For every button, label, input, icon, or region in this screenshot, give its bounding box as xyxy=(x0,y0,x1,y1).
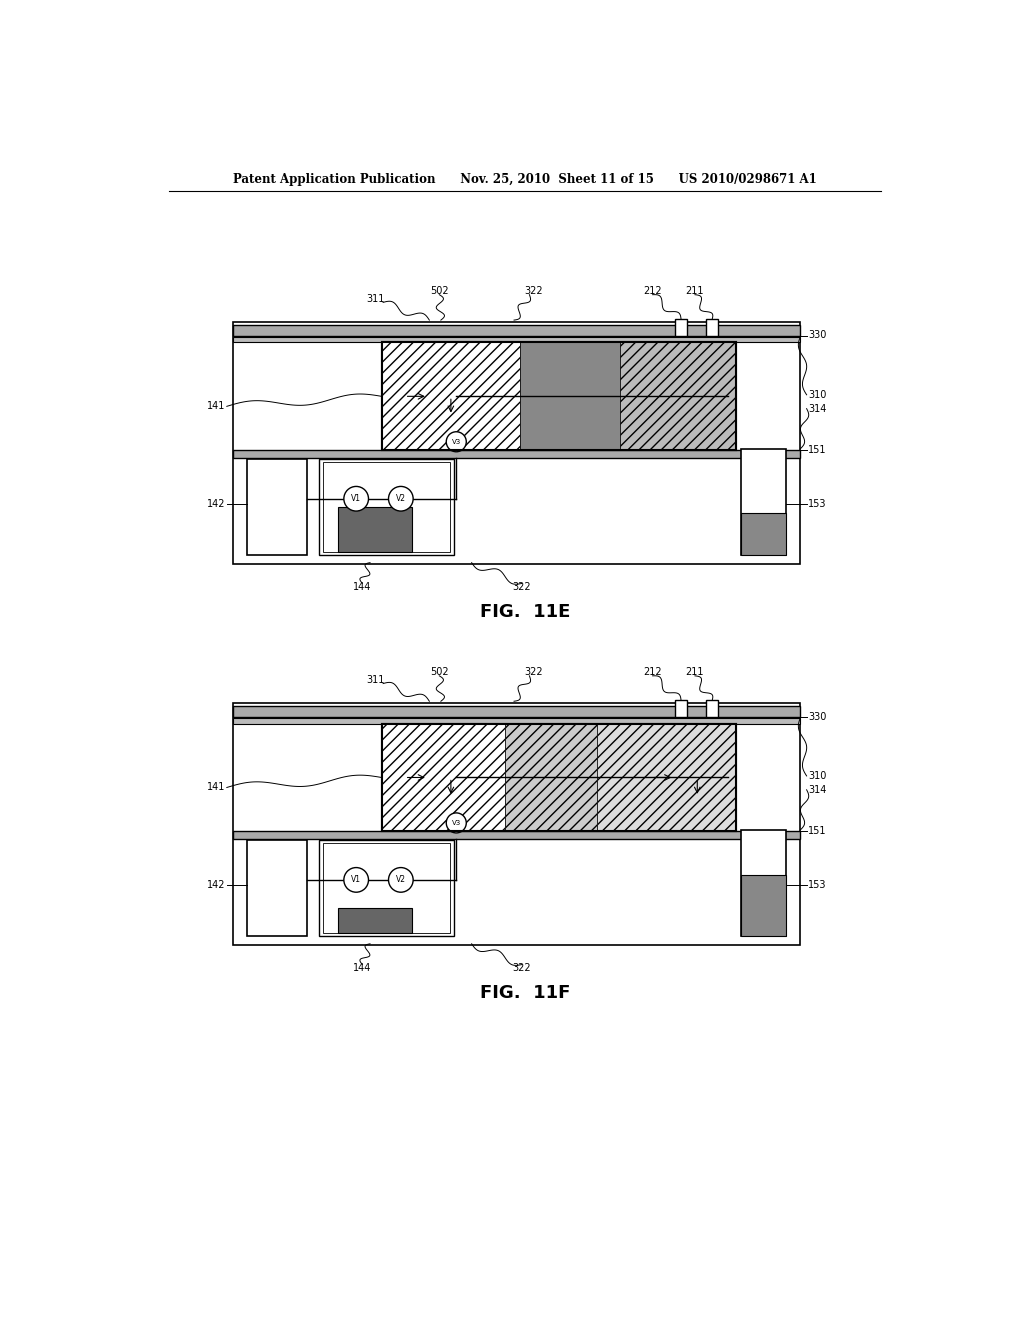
Text: 330: 330 xyxy=(808,711,826,722)
Bar xyxy=(706,700,718,717)
Bar xyxy=(382,342,736,450)
Bar xyxy=(741,830,785,936)
Text: 211: 211 xyxy=(686,667,705,677)
Bar xyxy=(505,723,597,832)
Bar xyxy=(675,700,687,717)
Text: FIG.  11F: FIG. 11F xyxy=(479,985,570,1002)
Text: 212: 212 xyxy=(643,286,662,296)
Text: 314: 314 xyxy=(808,785,826,795)
Text: V1: V1 xyxy=(351,494,361,503)
Bar xyxy=(621,342,736,450)
Bar xyxy=(520,342,621,450)
Bar xyxy=(675,318,687,335)
Text: V3: V3 xyxy=(452,820,461,826)
Text: 314: 314 xyxy=(808,404,826,413)
Circle shape xyxy=(344,867,369,892)
Text: 142: 142 xyxy=(207,499,225,510)
Bar xyxy=(233,718,801,723)
Circle shape xyxy=(446,432,466,451)
Text: 141: 141 xyxy=(207,783,225,792)
Bar xyxy=(382,342,520,450)
Bar xyxy=(382,723,736,832)
Bar xyxy=(741,874,785,936)
Text: 311: 311 xyxy=(367,293,385,304)
Text: 144: 144 xyxy=(353,964,372,973)
Bar xyxy=(233,450,801,458)
Bar xyxy=(382,342,736,450)
Text: 144: 144 xyxy=(353,582,372,593)
Text: Patent Application Publication      Nov. 25, 2010  Sheet 11 of 15      US 2010/0: Patent Application Publication Nov. 25, … xyxy=(232,173,817,186)
Text: 142: 142 xyxy=(207,880,225,890)
Bar xyxy=(319,459,454,554)
Circle shape xyxy=(446,813,466,833)
Text: V2: V2 xyxy=(396,875,406,884)
Text: 330: 330 xyxy=(808,330,826,341)
Text: V3: V3 xyxy=(452,438,461,445)
Text: 310: 310 xyxy=(808,771,826,781)
Bar xyxy=(382,723,736,832)
Bar xyxy=(247,459,307,554)
Bar xyxy=(741,449,785,554)
Bar xyxy=(323,843,451,933)
Bar xyxy=(233,706,801,717)
Bar xyxy=(247,840,307,936)
Text: 502: 502 xyxy=(430,286,449,296)
Bar xyxy=(233,322,801,564)
Text: 310: 310 xyxy=(808,389,826,400)
Text: 322: 322 xyxy=(524,667,543,677)
Text: 322: 322 xyxy=(512,582,531,593)
Text: V1: V1 xyxy=(351,875,361,884)
Bar xyxy=(382,723,505,832)
Bar xyxy=(233,832,801,840)
Circle shape xyxy=(388,486,413,511)
Bar xyxy=(233,702,801,945)
Text: 153: 153 xyxy=(808,880,826,890)
Text: 502: 502 xyxy=(430,667,449,677)
Bar xyxy=(323,462,451,552)
Text: V2: V2 xyxy=(396,494,406,503)
Text: 322: 322 xyxy=(524,286,543,296)
Bar xyxy=(233,325,801,335)
Circle shape xyxy=(344,486,369,511)
Text: 141: 141 xyxy=(207,401,225,412)
Bar xyxy=(319,840,454,936)
Text: 212: 212 xyxy=(643,667,662,677)
Bar xyxy=(339,507,412,552)
Bar xyxy=(741,512,785,554)
Text: 151: 151 xyxy=(808,826,826,837)
Text: 153: 153 xyxy=(808,499,826,510)
Bar xyxy=(339,908,412,933)
Bar xyxy=(597,723,736,832)
Text: 322: 322 xyxy=(512,964,531,973)
Bar xyxy=(233,337,801,342)
Circle shape xyxy=(388,867,413,892)
Text: 311: 311 xyxy=(367,675,385,685)
Text: FIG.  11E: FIG. 11E xyxy=(479,603,570,620)
Text: 151: 151 xyxy=(808,445,826,455)
Bar xyxy=(706,318,718,335)
Text: 211: 211 xyxy=(686,286,705,296)
